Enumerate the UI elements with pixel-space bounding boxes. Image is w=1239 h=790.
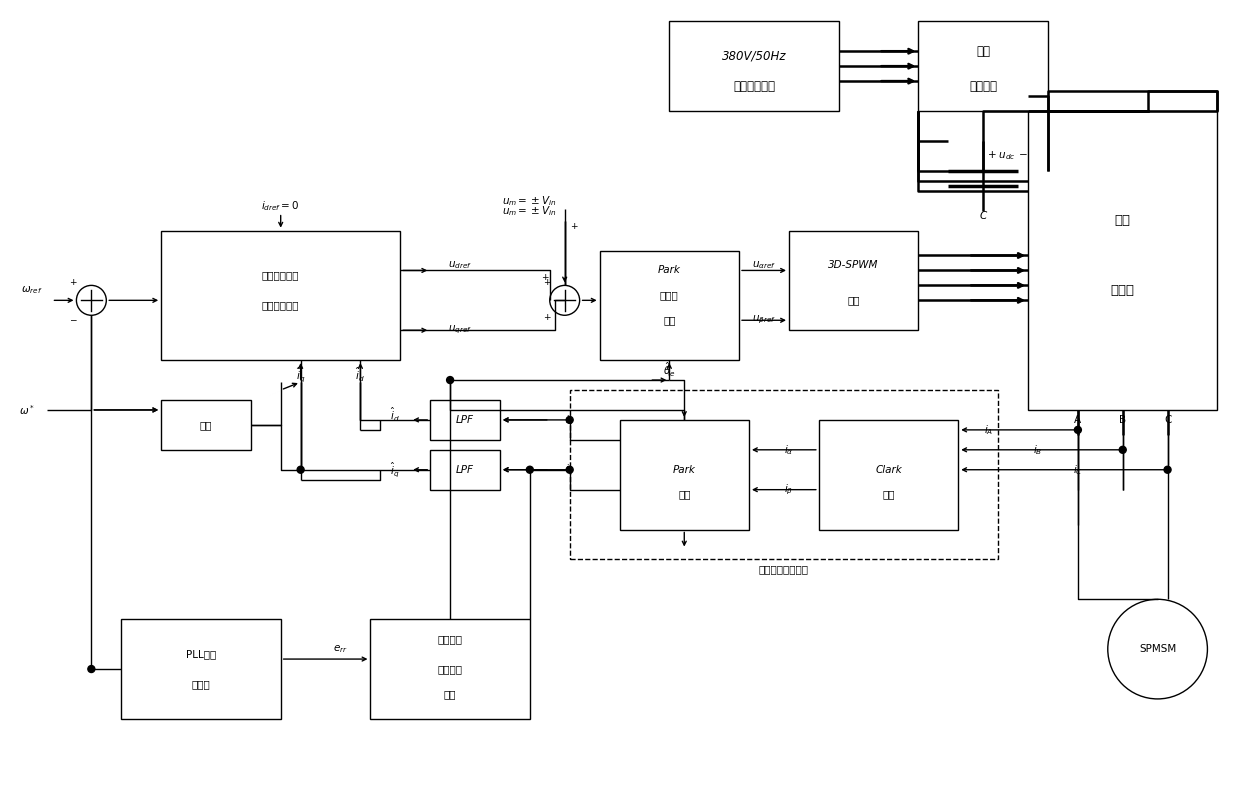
Text: $+$: $+$: [570, 220, 579, 231]
FancyBboxPatch shape: [819, 420, 958, 529]
Text: $u_{\alpha ref}$: $u_{\alpha ref}$: [752, 260, 776, 271]
Text: $u_{\beta ref}$: $u_{\beta ref}$: [752, 314, 776, 326]
Text: $i_d$: $i_d$: [565, 413, 575, 427]
Text: $i_\alpha$: $i_\alpha$: [784, 443, 794, 457]
FancyBboxPatch shape: [600, 250, 740, 360]
Text: $+$: $+$: [544, 277, 553, 288]
Text: 信号分离: 信号分离: [437, 664, 462, 674]
Text: $e_{rr}$: $e_{rr}$: [333, 643, 348, 655]
FancyBboxPatch shape: [161, 400, 250, 450]
Text: $\hat{\theta}_e$: $\hat{\theta}_e$: [663, 361, 675, 379]
Text: 单元: 单元: [663, 315, 675, 325]
Text: $i_A$: $i_A$: [984, 423, 992, 437]
Circle shape: [1165, 466, 1171, 473]
FancyBboxPatch shape: [669, 21, 839, 111]
Text: $i_C$: $i_C$: [1073, 463, 1083, 476]
Text: 3D-SPWM: 3D-SPWM: [829, 261, 878, 270]
Text: Park: Park: [673, 465, 696, 475]
Text: Park: Park: [658, 265, 680, 276]
Text: $-$: $-$: [69, 314, 78, 323]
Text: $\hat{i}_d$: $\hat{i}_d$: [356, 366, 366, 384]
Text: $+$: $+$: [544, 312, 553, 322]
Text: SPMSM: SPMSM: [1139, 644, 1176, 654]
Circle shape: [1074, 427, 1082, 434]
Text: C: C: [980, 211, 986, 220]
Text: $u_m=\pm V_{in}$: $u_m=\pm V_{in}$: [503, 194, 558, 208]
Text: $u_{qref}$: $u_{qref}$: [449, 324, 472, 337]
FancyBboxPatch shape: [430, 450, 499, 490]
Text: 高频响应: 高频响应: [437, 634, 462, 644]
Text: 第一坐标变换单元: 第一坐标变换单元: [760, 564, 809, 574]
Circle shape: [527, 466, 533, 473]
Text: $+$: $+$: [541, 273, 550, 282]
Text: LPF: LPF: [456, 465, 475, 475]
Text: $\omega_{ref}$: $\omega_{ref}$: [21, 284, 42, 296]
Text: $+\;u_{dc}\;-$: $+\;u_{dc}\;-$: [987, 149, 1028, 162]
Text: PLL速度: PLL速度: [186, 649, 216, 659]
FancyBboxPatch shape: [918, 21, 1048, 111]
Text: $i_\beta$: $i_\beta$: [784, 483, 793, 497]
Circle shape: [1119, 446, 1126, 453]
FancyBboxPatch shape: [620, 420, 750, 529]
Text: 观测器: 观测器: [192, 679, 211, 689]
Text: 调制: 调制: [847, 295, 860, 305]
Text: B: B: [1119, 415, 1126, 425]
FancyBboxPatch shape: [789, 231, 918, 330]
Circle shape: [88, 665, 95, 672]
Text: $\hat{i}_d$: $\hat{i}_d$: [390, 406, 400, 424]
Text: 三相交流电源: 三相交流电源: [733, 80, 776, 92]
Text: C: C: [1163, 415, 1171, 425]
Text: A: A: [1074, 415, 1082, 425]
Text: $\hat{i}_q$: $\hat{i}_q$: [296, 366, 306, 385]
Text: 单元: 单元: [444, 689, 456, 699]
Text: $+$: $+$: [69, 277, 78, 288]
FancyBboxPatch shape: [430, 400, 499, 440]
FancyBboxPatch shape: [1028, 111, 1218, 410]
Circle shape: [297, 466, 304, 473]
Text: $u_{dref}$: $u_{dref}$: [449, 260, 472, 271]
Text: $i_B$: $i_B$: [1033, 443, 1043, 457]
Text: $\omega^*$: $\omega^*$: [19, 403, 35, 417]
Text: $u_m=\pm V_{in}$: $u_m=\pm V_{in}$: [503, 204, 558, 217]
Text: 380V/50Hz: 380V/50Hz: [722, 50, 787, 62]
FancyBboxPatch shape: [161, 231, 400, 360]
Text: 积分: 积分: [199, 420, 212, 430]
Text: $i_q$: $i_q$: [565, 462, 575, 477]
Text: LPF: LPF: [456, 415, 475, 425]
Text: 逆变器: 逆变器: [1110, 284, 1135, 297]
Text: 变换: 变换: [678, 490, 690, 499]
Circle shape: [446, 377, 453, 383]
Circle shape: [566, 416, 574, 423]
Text: 速电流调节器: 速电流调节器: [261, 300, 300, 310]
Text: 三相: 三相: [976, 45, 990, 58]
Text: $\hat{i}_q$: $\hat{i}_q$: [390, 461, 400, 479]
Text: Clark: Clark: [875, 465, 902, 475]
Text: $i_{dref}=0$: $i_{dref}=0$: [261, 199, 300, 213]
Text: 变换: 变换: [882, 490, 895, 499]
Circle shape: [566, 466, 574, 473]
Text: 不控整流: 不控整流: [969, 80, 997, 92]
FancyBboxPatch shape: [370, 619, 530, 719]
Text: 三相: 三相: [1115, 214, 1131, 227]
Text: 逆变换: 逆变换: [660, 291, 679, 300]
Text: 软切换无源转: 软切换无源转: [261, 270, 300, 280]
FancyBboxPatch shape: [121, 619, 281, 719]
